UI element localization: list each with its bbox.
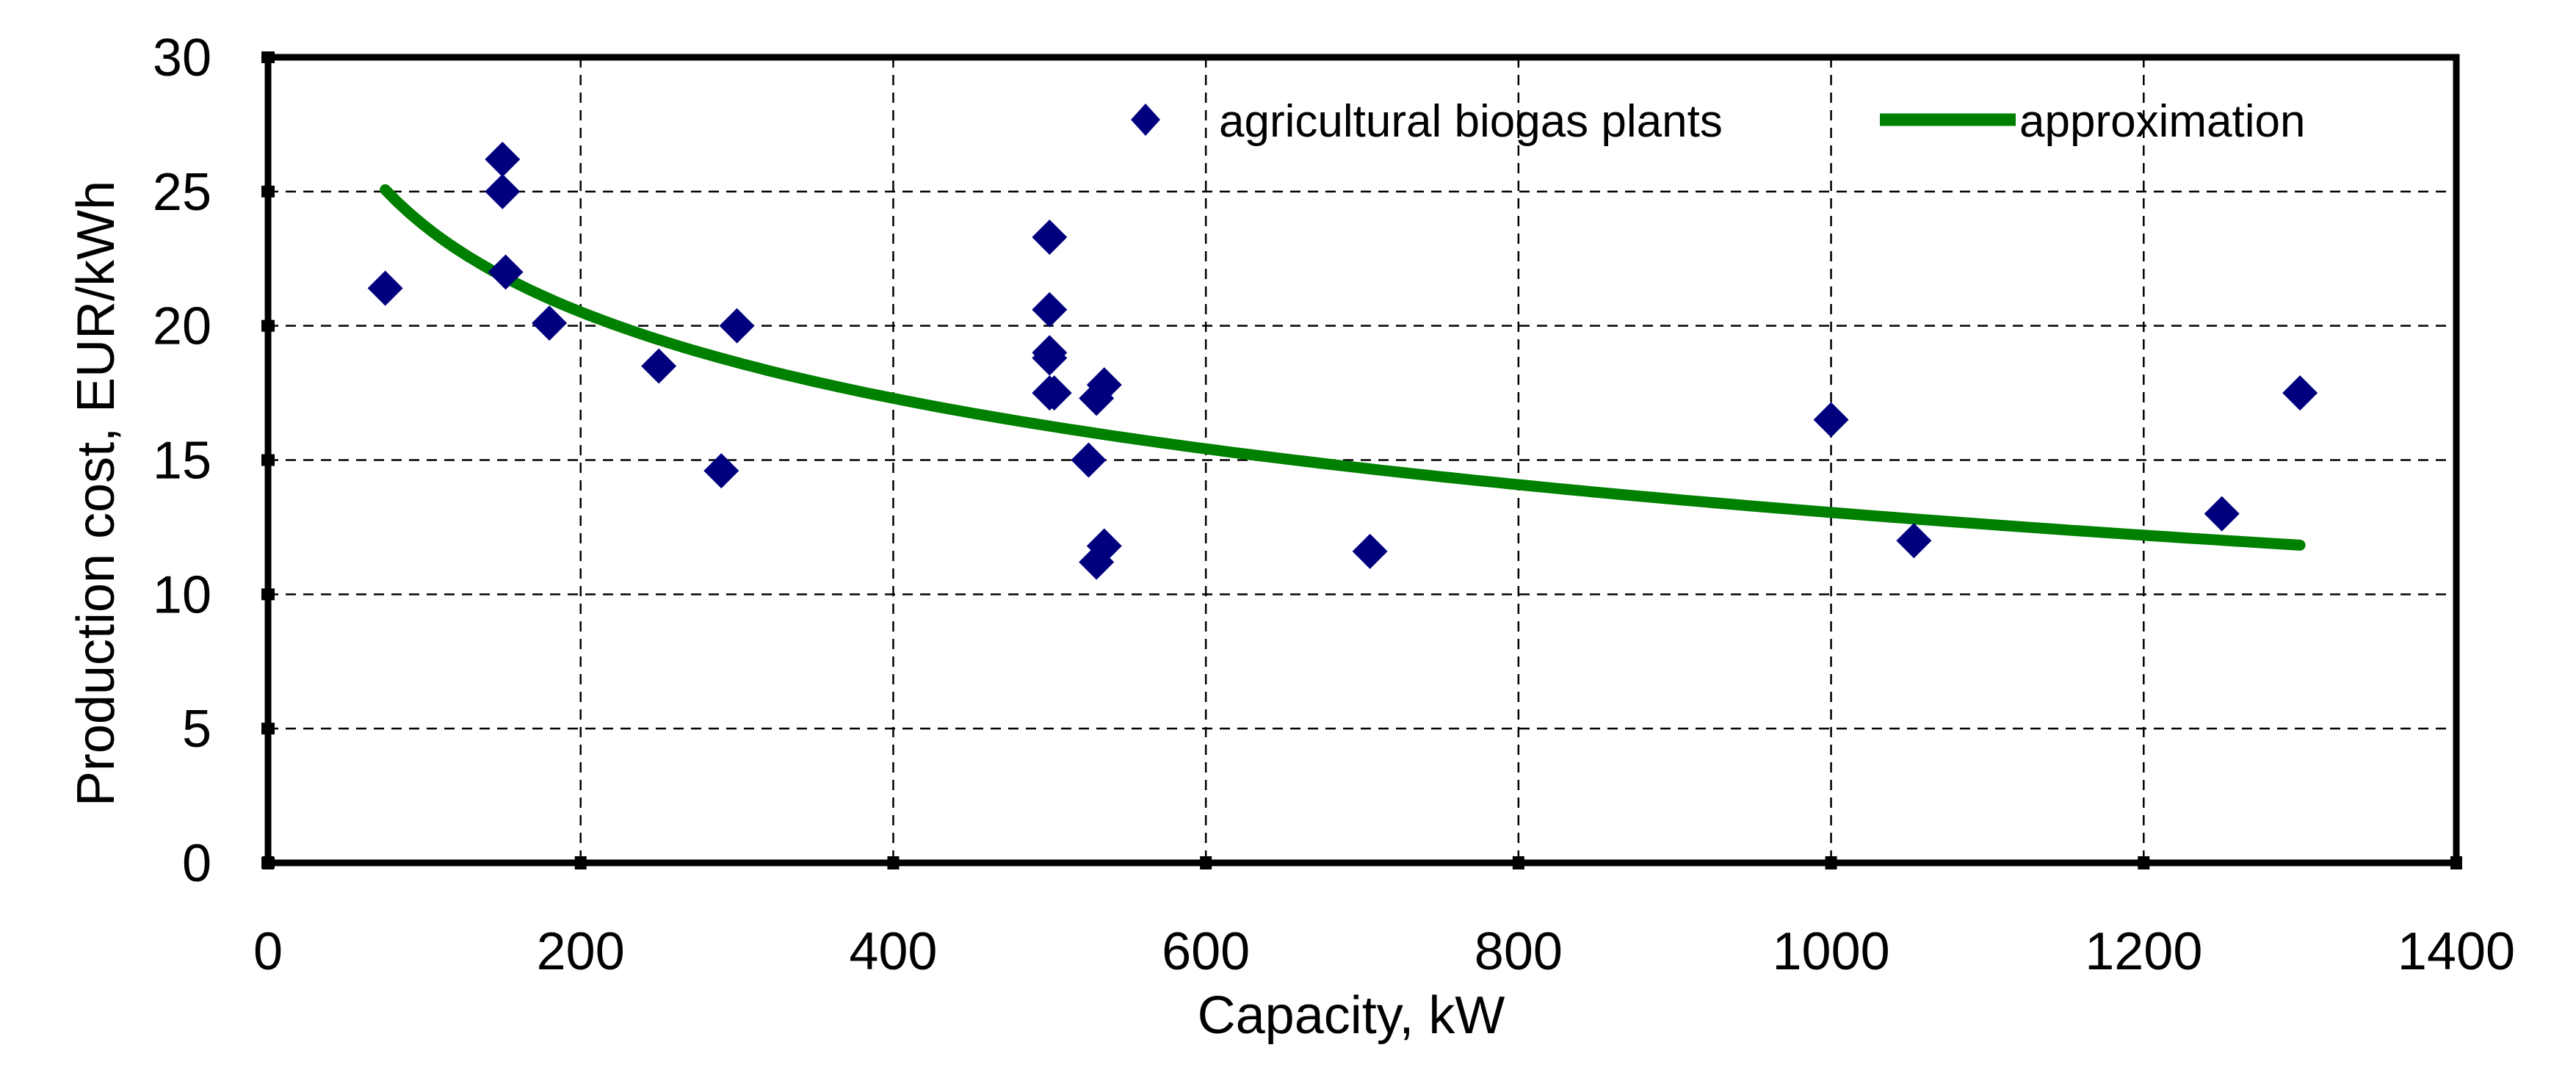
x-tick-label: 600	[1162, 922, 1250, 981]
x-tick-label: 1000	[1772, 922, 1889, 981]
data-point	[485, 141, 521, 177]
data-point	[1079, 544, 1115, 580]
data-point	[1352, 533, 1388, 569]
data-point	[1032, 292, 1068, 328]
y-tick-label: 15	[153, 432, 211, 491]
legend: agricultural biogas plants approximation	[1131, 96, 2305, 147]
data-point	[1032, 375, 1068, 411]
data-point	[532, 305, 568, 341]
x-tick-label: 200	[537, 922, 625, 981]
x-tick-mark	[574, 856, 587, 869]
y-tick-mark	[261, 319, 275, 332]
x-tick-mark	[1825, 856, 1837, 869]
x-tick-label: 800	[1475, 922, 1563, 981]
y-tick-label: 0	[182, 834, 211, 893]
y-tick-mark	[261, 857, 275, 869]
x-axis-title: Capacity, kW	[1198, 986, 1505, 1045]
data-point	[641, 348, 677, 384]
y-tick-mark	[261, 185, 275, 198]
data-point	[719, 308, 755, 344]
y-tick-mark	[261, 51, 275, 63]
x-tick-label: 1400	[2398, 922, 2515, 981]
data-point	[1896, 523, 1932, 559]
x-tick-mark	[1200, 856, 1212, 869]
x-tick-mark	[2450, 856, 2462, 869]
data-point	[2204, 496, 2240, 532]
legend-marker-points	[1131, 104, 1160, 136]
legend-label-curve: approximation	[2019, 96, 2305, 147]
ticks: 0 200 400 600 800 1000 1200 1400 0 5 10 15 20 25 30	[153, 29, 2515, 981]
data-point	[1086, 367, 1122, 403]
data-point	[1071, 442, 1107, 478]
data-point	[1813, 402, 1849, 438]
series	[367, 141, 2318, 580]
y-tick-mark	[261, 588, 275, 601]
y-axis-title: Production cost, EUR/kWh	[67, 181, 126, 806]
data-point	[1032, 219, 1068, 255]
data-point	[2282, 375, 2318, 411]
x-tick-mark	[1512, 856, 1524, 869]
legend-label-points: agricultural biogas plants	[1219, 96, 1723, 147]
y-tick-mark	[261, 454, 275, 466]
x-tick-label: 0	[253, 922, 283, 981]
y-tick-label: 10	[153, 565, 211, 624]
data-point	[367, 270, 403, 306]
x-tick-mark	[2138, 856, 2150, 869]
y-tick-label: 30	[153, 29, 211, 87]
x-tick-label: 1200	[2085, 922, 2202, 981]
x-tick-mark	[887, 856, 900, 869]
y-tick-mark	[261, 723, 275, 735]
data-point	[485, 173, 521, 209]
y-tick-label: 25	[153, 163, 211, 222]
approximation-curve	[380, 184, 2306, 551]
data-point	[703, 453, 739, 489]
y-tick-label: 20	[153, 297, 211, 356]
data-point	[1032, 335, 1068, 371]
x-tick-label: 400	[849, 922, 937, 981]
y-tick-label: 5	[182, 700, 211, 759]
data-point	[488, 254, 524, 290]
grid	[268, 57, 2456, 863]
